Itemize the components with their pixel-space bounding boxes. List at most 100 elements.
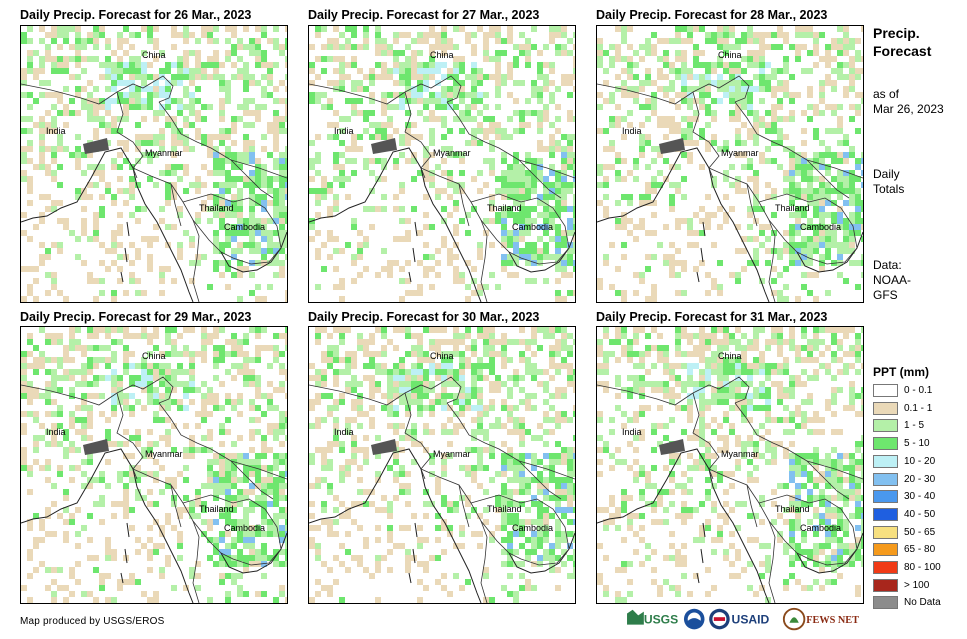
legend-item: 1 - 5 [873,418,924,433]
legend-label: 50 - 65 [904,526,936,538]
legend-item: 20 - 30 [873,472,935,487]
legend-label: 20 - 30 [904,473,936,485]
label-india: India [622,427,642,437]
precip-map-svg [597,327,863,603]
forecast-map-4: China India Myanmar Thailand Cambodia [20,326,288,604]
panel-title-2: Daily Precip. Forecast for 27 Mar., 2023 [308,8,540,22]
label-myanmar: Myanmar [721,148,759,158]
label-thailand: Thailand [487,504,522,514]
legend-label: 80 - 100 [904,562,941,573]
label-thailand: Thailand [775,203,810,213]
legend-item: 0.1 - 1 [873,401,932,416]
legend-label: 40 - 50 [904,508,936,520]
legend-label: 1 - 5 [904,420,925,432]
legend-item: > 100 [873,578,929,593]
label-thailand: Thailand [487,203,522,213]
legend-label: 0 - 0.1 [904,385,933,396]
usaid-logo-text: USAID [732,613,770,627]
label-india: India [334,126,354,136]
panel-title-4: Daily Precip. Forecast for 29 Mar., 2023 [20,310,252,324]
as-of-line2: Mar 26, 2023 [873,102,944,116]
label-china: China [142,50,166,60]
label-china: China [718,351,742,361]
legend-swatch [873,454,898,468]
label-cambodia: Cambodia [800,523,842,533]
forecast-map-1: China India Myanmar Thailand Cambodia [20,25,288,303]
precip-map-svg [309,26,575,302]
sidebar-title-line1: Precip. [873,25,920,41]
legend-title: PPT (mm) [873,365,930,379]
legend-item: 5 - 10 [873,436,930,451]
sidebar-title: Precip. Forecast [873,24,931,60]
legend-swatch [873,578,898,592]
label-china: China [142,351,166,361]
forecast-map-5: China India Myanmar Thailand Cambodia [308,326,576,604]
agency-logos: USGS USAID FEWS NET [627,607,859,631]
label-china: China [430,351,454,361]
label-myanmar: Myanmar [145,449,183,459]
forecast-map-6: China India Myanmar Thailand Cambodia [596,326,864,604]
as-of-line1: as of [873,87,900,101]
label-india: India [622,126,642,136]
precip-map-svg [21,327,287,603]
map-credit: Map produced by USGS/EROS [20,616,165,627]
label-myanmar: Myanmar [433,449,471,459]
label-cambodia: Cambodia [512,523,554,533]
panel-title-1: Daily Precip. Forecast for 26 Mar., 2023 [20,8,252,22]
legend-label: No Data [904,597,941,609]
label-india: India [334,427,354,437]
precip-map-svg [21,26,287,302]
label-thailand: Thailand [199,203,234,213]
legend-swatch [873,543,898,557]
legend-swatch [873,472,898,486]
daily-totals: Daily Totals [873,167,904,197]
label-cambodia: Cambodia [224,523,266,533]
legend-swatch [873,401,898,415]
legend-item: 40 - 50 [873,507,935,522]
usgs-logo: USGS [627,609,678,627]
panel-title-3: Daily Precip. Forecast for 28 Mar., 2023 [596,8,828,22]
legend-item: 0 - 0.1 [873,383,932,398]
data-line2: NOAA- [873,273,912,287]
legend-label: 10 - 20 [904,455,936,467]
legend-item: 30 - 40 [873,489,935,504]
legend-label: 5 - 10 [904,438,930,450]
data-source: Data: NOAA- GFS [873,258,911,303]
legend-swatch [873,507,898,521]
as-of-date: as of Mar 26, 2023 [873,87,944,117]
data-line1: Data: [873,258,902,272]
forecast-map-2: China India Myanmar Thailand Cambodia [308,25,576,303]
noaa-logo [683,608,705,630]
label-thailand: Thailand [775,504,810,514]
forecast-map-3: China India Myanmar Thailand Cambodia [596,25,864,303]
daily-line2: Totals [873,182,905,196]
legend-item: 80 - 100 [873,560,941,575]
label-cambodia: Cambodia [512,222,554,232]
label-india: India [46,427,66,437]
legend-label: 65 - 80 [904,544,936,556]
fewsnet-logo: FEWS NET [782,607,859,631]
daily-line1: Daily [873,167,900,181]
legend-label: 30 - 40 [904,491,936,503]
legend-item: No Data [873,595,941,610]
legend-swatch [873,384,898,397]
legend-swatch [873,561,898,574]
legend-swatch [873,490,898,504]
label-china: China [718,50,742,60]
legend-item: 65 - 80 [873,542,935,557]
usaid-logo: USAID [709,608,770,630]
label-china: China [430,50,454,60]
legend-swatch [873,596,898,610]
label-india: India [46,126,66,136]
label-myanmar: Myanmar [433,148,471,158]
legend-swatch [873,419,898,433]
data-line3: GFS [873,288,898,302]
precip-map-svg [597,26,863,302]
label-myanmar: Myanmar [145,148,183,158]
legend-swatch [873,437,898,451]
label-cambodia: Cambodia [224,222,266,232]
legend-item: 10 - 20 [873,454,935,469]
label-myanmar: Myanmar [721,449,759,459]
label-thailand: Thailand [199,504,234,514]
usgs-logo-text: USGS [644,613,678,627]
